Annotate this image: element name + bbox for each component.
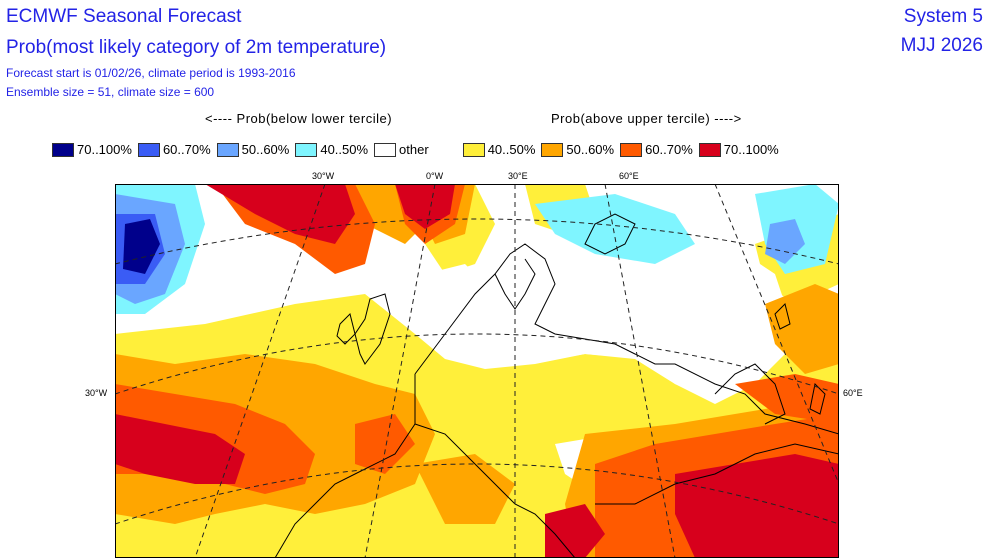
legend-item: 70..100% — [52, 142, 132, 157]
title-line-1: ECMWF Seasonal Forecast — [6, 6, 242, 27]
legend-label: 60..70% — [162, 142, 211, 157]
legend-swatch — [52, 142, 74, 157]
period-label: MJJ 2026 — [900, 35, 983, 56]
legend-label: other — [399, 142, 429, 157]
legend-label: 70..100% — [77, 142, 132, 157]
forecast-map — [115, 184, 839, 558]
legend-item: 40..50% — [295, 142, 368, 157]
legend-label: 50..60% — [566, 142, 615, 157]
legend-label: 40..50% — [487, 142, 536, 157]
lon-label-0w: 0°W — [426, 171, 444, 181]
graticule — [115, 184, 839, 558]
legend-label: 70..100% — [723, 142, 779, 157]
legend-label: 50..60% — [241, 142, 290, 157]
system-label: System 5 — [903, 6, 983, 27]
legend-label: 40..50% — [320, 142, 369, 157]
legend-header-below: <---- Prob(below lower tercile) — [205, 111, 393, 126]
legend-swatch — [698, 142, 721, 157]
legend-item: 50..60% — [541, 142, 614, 157]
legend: 70..100% 60..70% 50..60% 40..50% other 4… — [52, 142, 785, 157]
forecast-start-text: Forecast start is 01/02/26, climate peri… — [6, 66, 296, 80]
legend-item: 60..70% — [620, 142, 693, 157]
legend-swatch — [620, 142, 643, 157]
legend-swatch — [541, 142, 564, 157]
legend-item: 60..70% — [137, 142, 211, 157]
legend-item: 50..60% — [216, 142, 290, 157]
lat-label-right: 60°E — [843, 388, 863, 398]
prob-below-70-100 — [123, 219, 160, 274]
lon-label-60e: 60°E — [619, 171, 639, 181]
lat-label-left: 30°W — [85, 388, 108, 398]
legend-item: 40..50% — [462, 142, 536, 157]
legend-swatch — [137, 142, 160, 157]
coastlines — [274, 213, 839, 558]
legend-swatch — [216, 142, 239, 157]
ensemble-size-text: Ensemble size = 51, climate size = 600 — [6, 85, 215, 99]
legend-header-above: Prob(above upper tercile) ----> — [551, 111, 742, 126]
legend-label: 60..70% — [645, 142, 693, 157]
legend-swatch — [374, 142, 397, 157]
lon-label-30e: 30°E — [508, 171, 528, 181]
legend-item: other — [374, 142, 429, 157]
legend-item: 70..100% — [698, 142, 779, 157]
prob-above-70-100 — [115, 184, 839, 558]
lon-label-30w: 30°W — [312, 171, 335, 181]
legend-swatch — [295, 142, 318, 157]
legend-swatch — [462, 142, 485, 157]
title-line-2: Prob(most likely category of 2m temperat… — [6, 37, 387, 58]
